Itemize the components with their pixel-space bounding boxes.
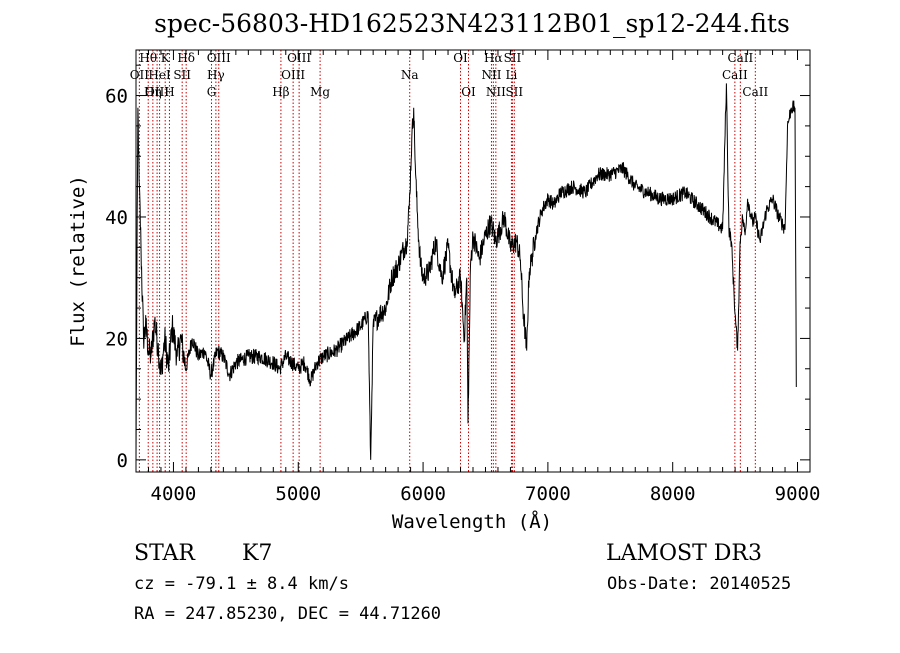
survey-name: LAMOST DR3 xyxy=(606,541,762,566)
x-tick-label-7000: 7000 xyxy=(525,483,571,505)
line-label-12: Hβ xyxy=(272,85,289,99)
line-label-23: Li xyxy=(506,68,518,82)
line-label-0: Hθ xyxy=(139,51,157,65)
obs-date: Obs-Date: 20140525 xyxy=(607,574,791,594)
y-axis-ticks: 0 20 40 60 xyxy=(105,64,810,472)
x-tick-label-4000: 4000 xyxy=(151,483,197,505)
x-tick-label-8000: 8000 xyxy=(650,483,696,505)
line-label-6: SII xyxy=(173,68,191,82)
x-tick-label-9000: 9000 xyxy=(775,483,821,505)
line-label-5: HeI xyxy=(148,68,171,82)
spectral-line-markers xyxy=(138,50,756,472)
line-label-10: Hγ xyxy=(207,68,225,82)
line-label-14: OIII xyxy=(287,51,311,65)
line-label-9: OIII xyxy=(207,51,231,65)
line-label-16: Na xyxy=(401,68,419,82)
line-label-13: OIII xyxy=(281,68,305,82)
line-label-22: SII xyxy=(504,51,522,65)
y-tick-label-60: 60 xyxy=(105,86,128,108)
line-label-17: OI xyxy=(453,51,468,65)
y-tick-label-0: 0 xyxy=(117,450,128,472)
line-label-24: SII xyxy=(505,85,523,99)
line-label-8: Hδ xyxy=(177,51,195,65)
y-tick-label-40: 40 xyxy=(105,207,128,229)
line-label-3: Hη xyxy=(144,85,162,99)
spectral-class: STAR xyxy=(134,541,196,566)
spectral-subclass: K7 xyxy=(242,541,272,566)
line-label-26: CaII xyxy=(722,68,748,82)
line-label-20: NII xyxy=(481,68,501,82)
plot-frame xyxy=(135,49,811,473)
line-label-11: G xyxy=(207,85,217,99)
line-label-25: CaII xyxy=(727,51,753,65)
spectrum-series-line xyxy=(135,83,797,460)
coordinates: RA = 247.85230, DEC = 44.71260 xyxy=(134,604,441,624)
y-axis-label: Flux (relative) xyxy=(67,175,89,347)
x-tick-label-5000: 5000 xyxy=(275,483,321,505)
velocity-readout: cz = -79.1 ± 8.4 km/s xyxy=(134,574,349,594)
line-label-4: K xyxy=(161,51,171,65)
line-label-19: Hα xyxy=(484,51,503,65)
line-label-18: OI xyxy=(461,85,476,99)
line-label-27: CaII xyxy=(742,85,768,99)
chart-title: spec-56803-HD162523N423112B01_sp12-244.f… xyxy=(154,9,790,38)
line-label-7: H xyxy=(164,85,174,99)
x-axis-label: Wavelength (Å) xyxy=(392,510,552,533)
x-tick-label-6000: 6000 xyxy=(400,483,446,505)
x-axis-ticks: 4000 5000 6000 7000 8000 9000 xyxy=(147,50,821,505)
line-label-15: Mg xyxy=(310,85,330,99)
line-label-2: OIII xyxy=(145,85,169,99)
line-label-21: NII xyxy=(486,85,506,99)
line-label-1: OII xyxy=(130,68,150,82)
y-tick-label-20: 20 xyxy=(105,328,128,350)
